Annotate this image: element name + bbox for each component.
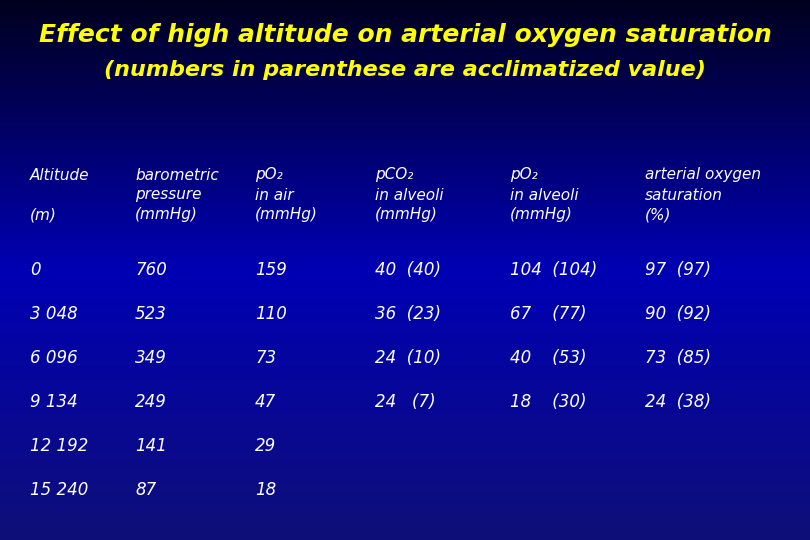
Text: pO₂: pO₂ [510,167,538,183]
Text: arterial oxygen: arterial oxygen [645,167,761,183]
Text: in air: in air [255,187,293,202]
Text: 12 192: 12 192 [30,437,88,455]
Text: 67    (77): 67 (77) [510,305,586,323]
Text: 760: 760 [135,261,167,279]
Text: 24   (7): 24 (7) [375,393,436,411]
Text: 24  (38): 24 (38) [645,393,711,411]
Text: in alveoli: in alveoli [510,187,578,202]
Text: pCO₂: pCO₂ [375,167,413,183]
Text: 73  (85): 73 (85) [645,349,711,367]
Text: 24  (10): 24 (10) [375,349,441,367]
Text: Effect of high altitude on arterial oxygen saturation: Effect of high altitude on arterial oxyg… [39,23,771,47]
Text: 18    (30): 18 (30) [510,393,586,411]
Text: 90  (92): 90 (92) [645,305,711,323]
Text: (m): (m) [30,207,57,222]
Text: 110: 110 [255,305,287,323]
Text: (mmHg): (mmHg) [135,207,198,222]
Text: in alveoli: in alveoli [375,187,444,202]
Text: 249: 249 [135,393,167,411]
Text: pressure: pressure [135,187,202,202]
Text: 97  (97): 97 (97) [645,261,711,279]
Text: 349: 349 [135,349,167,367]
Text: 40  (40): 40 (40) [375,261,441,279]
Text: 87: 87 [135,481,156,499]
Text: (mmHg): (mmHg) [255,207,318,222]
Text: 3 048: 3 048 [30,305,78,323]
Text: (mmHg): (mmHg) [510,207,573,222]
Text: (numbers in parenthese are acclimatized value): (numbers in parenthese are acclimatized … [104,60,706,80]
Text: 9 134: 9 134 [30,393,78,411]
Text: Altitude: Altitude [30,167,89,183]
Text: 18: 18 [255,481,276,499]
Text: pO₂: pO₂ [255,167,283,183]
Text: 159: 159 [255,261,287,279]
Text: saturation: saturation [645,187,723,202]
Text: 40    (53): 40 (53) [510,349,586,367]
Text: 104  (104): 104 (104) [510,261,597,279]
Text: 73: 73 [255,349,276,367]
Text: barometric: barometric [135,167,219,183]
Text: 141: 141 [135,437,167,455]
Text: (%): (%) [645,207,671,222]
Text: 0: 0 [30,261,40,279]
Text: 523: 523 [135,305,167,323]
Text: 6 096: 6 096 [30,349,78,367]
Text: 15 240: 15 240 [30,481,88,499]
Text: 47: 47 [255,393,276,411]
Text: 36  (23): 36 (23) [375,305,441,323]
Text: (mmHg): (mmHg) [375,207,438,222]
Text: 29: 29 [255,437,276,455]
